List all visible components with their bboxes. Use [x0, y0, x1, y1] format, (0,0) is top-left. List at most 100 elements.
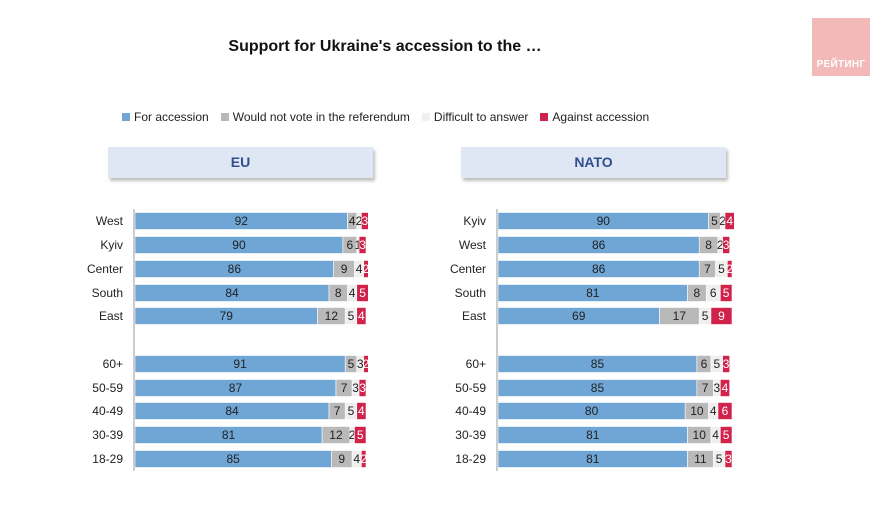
eu-category-label: 40-49	[92, 404, 123, 418]
nato-bar-against-accession	[724, 212, 735, 230]
eu-data-label: 2	[363, 262, 370, 276]
nato-data-label: 5	[723, 286, 730, 300]
rating-logo: РЕЙТИНГ	[812, 18, 870, 76]
nato-data-label: 7	[704, 262, 711, 276]
eu-data-label: 84	[225, 286, 239, 300]
eu-bar-against-accession	[356, 284, 369, 302]
nato-bar-against-accession	[724, 450, 733, 468]
chart-title: Support for Ukraine's accession to the …	[228, 38, 542, 55]
eu-data-label: 5	[357, 428, 364, 442]
nato-bar-against-accession	[719, 426, 733, 444]
eu-data-label: 2	[360, 452, 367, 466]
eu-data-label: 81	[222, 428, 236, 442]
nato-bar-against-accession	[717, 402, 733, 420]
nato-data-label: 90	[597, 214, 611, 228]
nato-data-label: 86	[592, 238, 606, 252]
legend-item-difficult: Difficult to answer	[421, 110, 529, 124]
eu-data-label: 4	[356, 262, 363, 276]
legend-swatch-against	[540, 113, 549, 121]
nato-data-label: 8	[705, 238, 712, 252]
nato-data-label: 10	[693, 428, 707, 442]
nato-bar-against-accession	[710, 307, 733, 325]
eu-data-label: 7	[334, 404, 341, 418]
eu-panel-header: EU	[108, 147, 373, 178]
eu-data-label: 3	[357, 357, 364, 371]
eu-data-label: 7	[341, 381, 348, 395]
nato-category-label: 40-49	[455, 404, 486, 418]
legend-swatch-would-not-vote	[220, 113, 229, 121]
nato-data-label: 5	[711, 214, 718, 228]
nato-data-label: 81	[586, 452, 600, 466]
eu-bar-against-accession	[363, 355, 369, 373]
nato-data-label: 17	[673, 309, 687, 323]
eu-data-label: 2	[356, 214, 363, 228]
eu-data-label: 9	[338, 452, 345, 466]
eu-category-label: West	[96, 214, 124, 228]
eu-data-label: 3	[352, 381, 359, 395]
eu-bar-against-accession	[361, 212, 369, 230]
eu-category-label: 30-39	[92, 428, 123, 442]
eu-data-label: 84	[225, 404, 239, 418]
nato-bar-against-accession	[727, 260, 733, 278]
nato-data-label: 80	[585, 404, 599, 418]
nato-data-label: 3	[725, 452, 732, 466]
nato-data-label: 4	[712, 428, 719, 442]
eu-data-label: 6	[346, 238, 353, 252]
nato-data-label: 10	[690, 404, 704, 418]
eu-bar-against-accession	[354, 426, 367, 444]
nato-data-label: 5	[702, 309, 709, 323]
nato-data-label: 81	[586, 286, 600, 300]
nato-category-label: 50-59	[455, 381, 486, 395]
eu-category-label: 60+	[103, 357, 123, 371]
eu-bar-against-accession	[358, 379, 367, 397]
nato-category-label: Kyiv	[463, 214, 486, 228]
nato-data-label: 7	[702, 381, 709, 395]
legend-label-against: Against accession	[552, 110, 650, 124]
eu-data-label: 1	[355, 238, 362, 252]
legend-label-difficult: Difficult to answer	[433, 110, 529, 124]
eu-category-label: South	[92, 286, 123, 300]
eu-category-label: East	[99, 309, 124, 323]
eu-data-label: 8	[335, 286, 342, 300]
legend-label-would-not-vote: Would not vote in the referendum	[232, 110, 410, 124]
eu-data-label: 3	[359, 381, 366, 395]
eu-data-label: 3	[359, 238, 366, 252]
eu-data-label: 9	[341, 262, 348, 276]
nato-data-label: 4	[726, 214, 733, 228]
eu-bar-against-accession	[356, 402, 367, 420]
legend: For accession Would not vote in the refe…	[122, 110, 661, 124]
nato-panel-header: NATO	[461, 147, 726, 178]
nato-data-label: 5	[723, 428, 730, 442]
nato-bar-against-accession	[719, 284, 733, 302]
eu-bar-against-accession	[361, 450, 367, 468]
eu-category-label: 50-59	[92, 381, 123, 395]
eu-data-label: 91	[233, 357, 247, 371]
nato-category-label: South	[455, 286, 486, 300]
nato-bar-against-accession	[722, 355, 730, 373]
nato-data-label: 6	[710, 286, 717, 300]
legend-swatch-difficult	[421, 113, 430, 121]
nato-data-label: 86	[592, 262, 606, 276]
eu-data-label: 85	[226, 452, 240, 466]
nato-bar-against-accession	[719, 379, 730, 397]
nato-category-label: 18-29	[455, 452, 486, 466]
eu-data-label: 5	[348, 357, 355, 371]
nato-category-label: Center	[450, 262, 486, 276]
nato-data-label: 5	[716, 452, 723, 466]
legend-item-for: For accession	[122, 110, 209, 124]
nato-category-label: West	[459, 238, 487, 252]
nato-data-label: 2	[717, 238, 724, 252]
eu-data-label: 4	[358, 404, 365, 418]
eu-bar-against-accession	[356, 307, 367, 325]
nato-category-label: 60+	[466, 357, 486, 371]
nato-data-label: 3	[723, 238, 730, 252]
eu-category-label: Center	[87, 262, 123, 276]
nato-data-label: 81	[586, 428, 600, 442]
eu-data-label: 4	[358, 309, 365, 323]
nato-data-label: 6	[722, 404, 729, 418]
eu-category-label: Kyiv	[100, 238, 123, 252]
legend-item-against: Against accession	[540, 110, 649, 124]
